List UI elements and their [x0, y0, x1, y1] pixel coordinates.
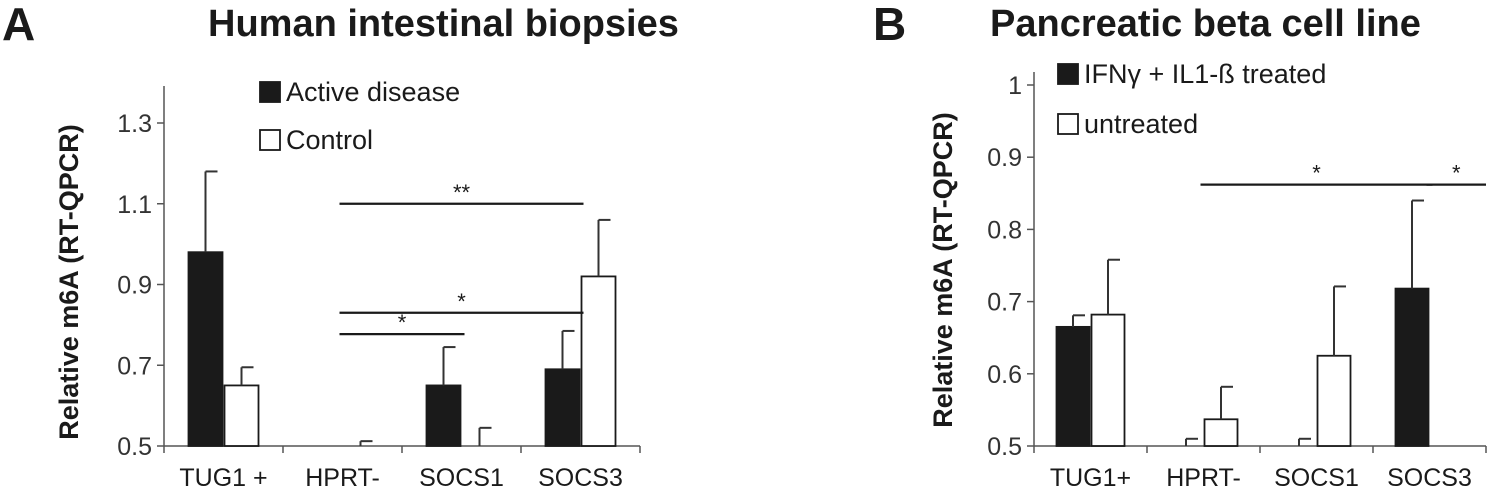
y-tick-label: 0.6 [987, 361, 1022, 389]
legend-swatch [1057, 113, 1079, 135]
y-tick-label: 0.7 [987, 289, 1022, 317]
legend-label: Control [286, 125, 373, 155]
y-tick-label: 0.9 [117, 272, 152, 300]
legend-label: Active disease [286, 77, 460, 107]
y-tick-label: 0.5 [987, 433, 1022, 461]
bar-series2 [1203, 418, 1239, 447]
significance-label: * [457, 289, 466, 314]
panel-b-title: Pancreatic beta cell line [990, 3, 1421, 45]
panel-b-letter: B [873, 0, 906, 50]
y-tick-label: 1 [1008, 72, 1022, 100]
x-tick-label: SOCS3 [1387, 464, 1472, 492]
panel-b-ylabel: Relative m6A (RT-QPCR) [928, 112, 958, 428]
bar-series2 [580, 275, 617, 447]
bar-series1 [1394, 287, 1430, 447]
legend-swatch [259, 81, 281, 103]
panel-a-title: Human intestinal biopsies [208, 3, 679, 45]
bar-series2 [223, 384, 260, 447]
legend-swatch [259, 129, 281, 151]
y-tick-label: 1.1 [117, 191, 152, 219]
bar-series2 [1316, 354, 1352, 447]
x-tick-label: TUG1+ [1050, 464, 1131, 492]
panel-a-ylabel: Relative m6A (RT-QPCR) [54, 124, 84, 440]
y-tick-label: 1.3 [117, 110, 152, 138]
significance-label: * [398, 310, 407, 335]
panel-b-plot: 0.5 0.6 0.7 0.8 0.9 1 TUG1+ HPRT- SOCS1 SOCS3 * * IF… [987, 59, 1487, 492]
y-tick-label: 0.9 [987, 144, 1022, 172]
bar-series1 [425, 384, 462, 447]
x-tick-label: HPRT- [305, 464, 380, 492]
x-tick-label: TUG1 + [179, 464, 267, 492]
x-tick-label: SOCS1 [419, 464, 504, 492]
y-tick-label: 0.7 [117, 352, 152, 380]
y-tick-label: 0.8 [987, 216, 1022, 244]
bar-series1 [187, 251, 224, 447]
panel-a-letter: A [2, 0, 35, 50]
bar-series2 [1090, 313, 1126, 447]
bar-series1 [1055, 325, 1091, 447]
significance-label: ** [453, 180, 471, 205]
x-tick-label: SOCS3 [538, 464, 623, 492]
bar-series1 [544, 368, 581, 447]
y-tick-label: 0.5 [117, 433, 152, 461]
legend-label: untreated [1084, 109, 1198, 139]
x-tick-label: SOCS1 [1274, 464, 1359, 492]
x-tick-label: HPRT- [1166, 464, 1241, 492]
legend-swatch [1057, 63, 1079, 85]
legend-label: IFNγ + IL1-ß treated [1084, 59, 1326, 89]
significance-label: * [1452, 161, 1461, 186]
significance-label: * [1312, 161, 1321, 186]
